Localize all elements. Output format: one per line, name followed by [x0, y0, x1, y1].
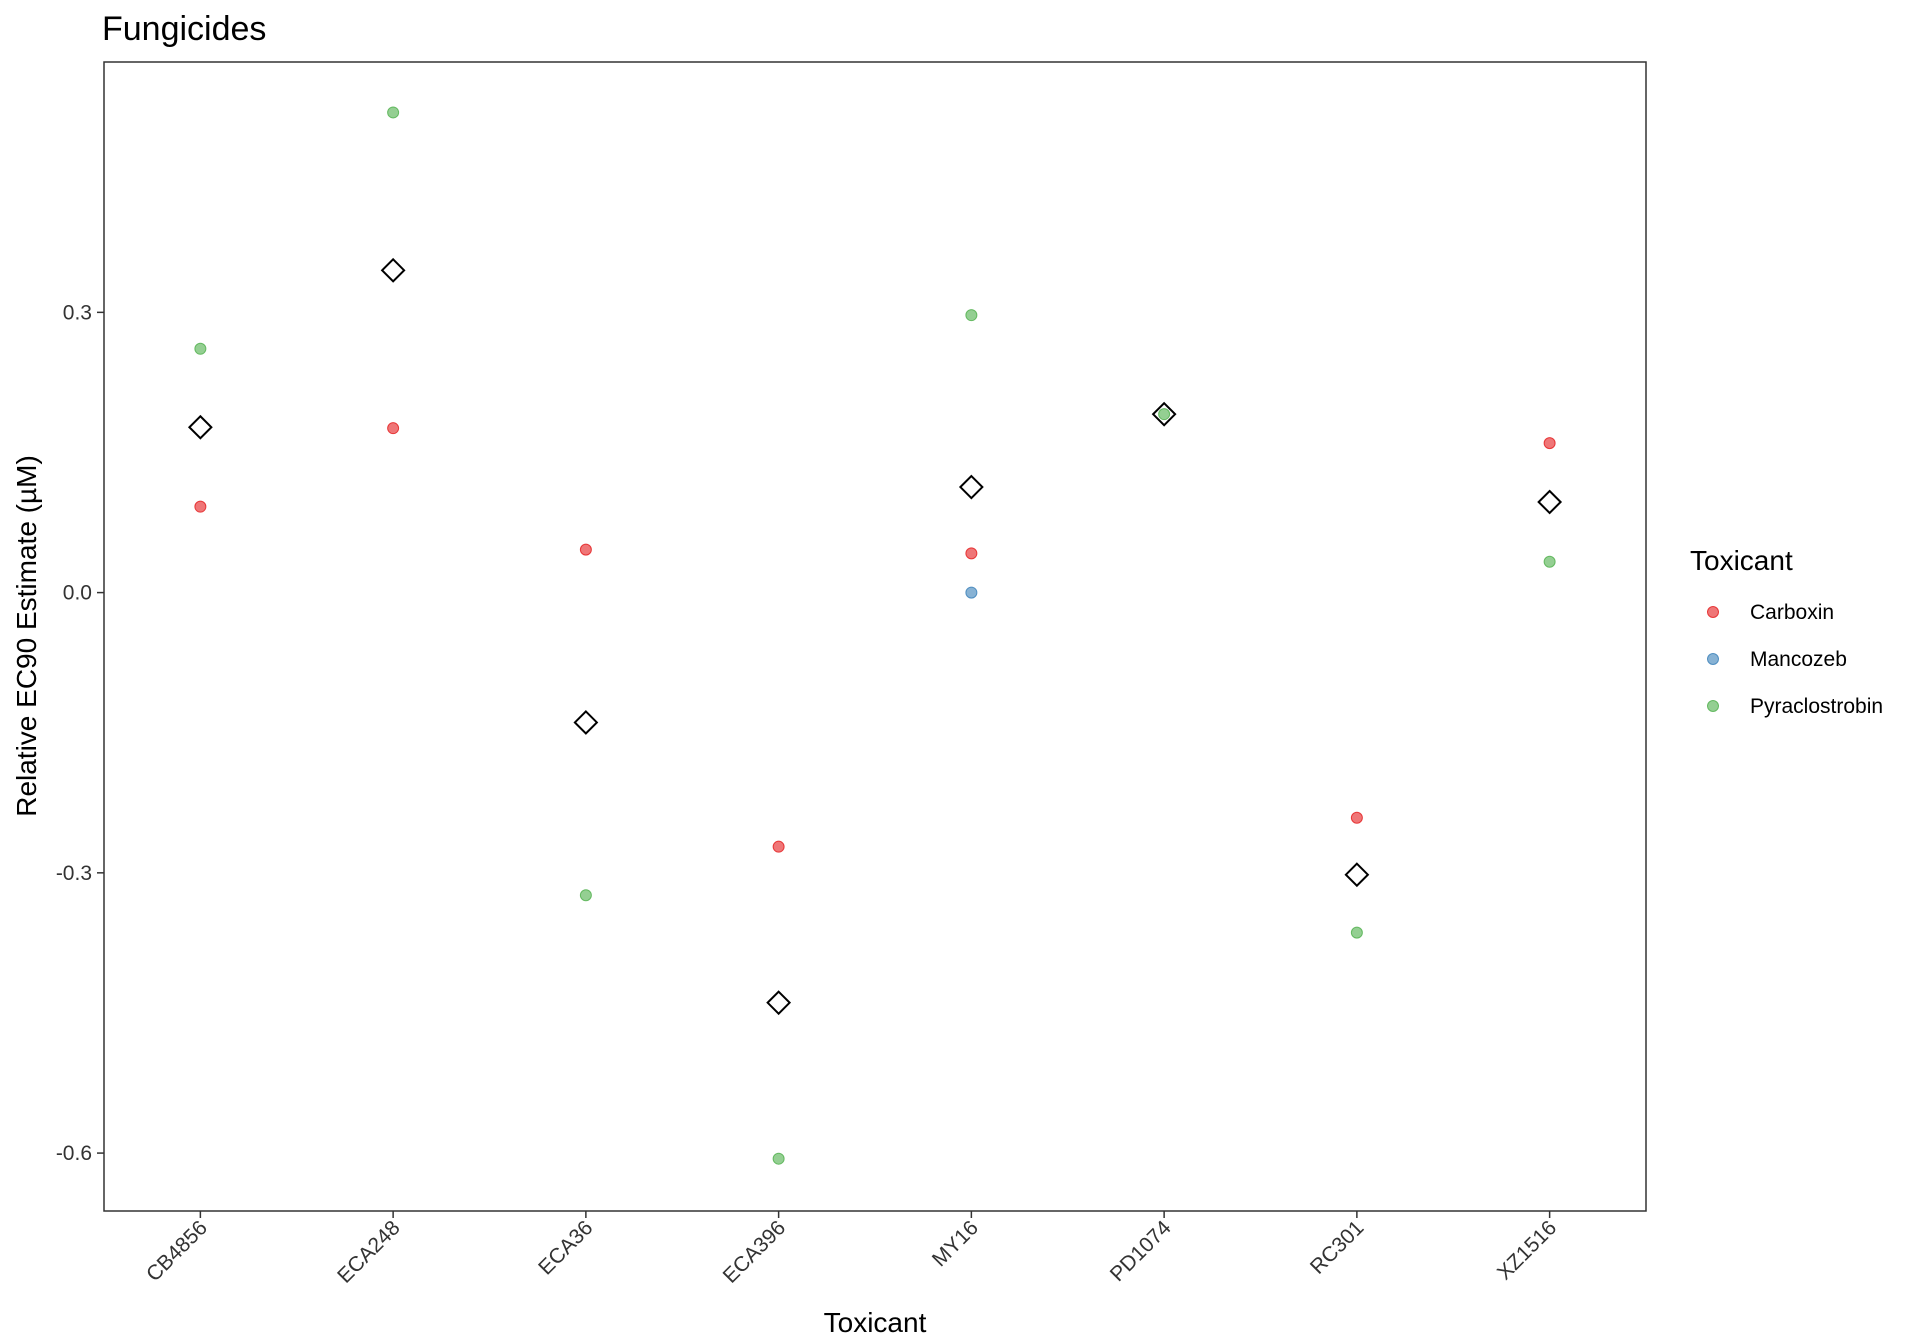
point-carboxin-rc301: [1350, 811, 1363, 824]
y-tick-label: 0.3: [63, 301, 92, 324]
legend-label-carboxin: Carboxin: [1750, 601, 1834, 624]
mean-diamond-eca396: [766, 990, 792, 1016]
x-tick-label: PD1074: [1106, 1216, 1176, 1286]
mean-diamond-xz1516: [1537, 489, 1563, 515]
x-tick-label: ECA248: [333, 1216, 405, 1288]
x-tick-label: RC301: [1306, 1216, 1368, 1278]
legend-items: Carboxin Mancozeb Pyraclostrobin: [1707, 601, 1883, 718]
point-pyraclostrobin-eca248: [387, 106, 400, 119]
chart-title: Fungicides: [102, 10, 266, 48]
x-axis: CB4856 ECA248 ECA36 ECA396 MY16 PD1074 RC301 XZ…: [142, 1211, 1561, 1288]
x-tick-label: XZ1516: [1493, 1216, 1561, 1284]
point-pyraclostrobin-rc301: [1350, 926, 1363, 939]
legend-key-pyraclostrobin: [1707, 700, 1719, 712]
legend-label-mancozeb: Mancozeb: [1750, 648, 1847, 671]
point-pyraclostrobin-cb4856: [194, 342, 207, 355]
data-points: [194, 106, 1556, 1165]
plot-panel: [103, 61, 1647, 1212]
legend: Toxicant Carboxin Mancozeb Pyraclostrobin: [1690, 545, 1883, 718]
point-carboxin-cb4856: [194, 500, 207, 513]
point-carboxin-eca248: [387, 422, 400, 435]
point-pyraclostrobin-xz1516: [1543, 555, 1556, 568]
point-carboxin-eca36: [579, 543, 592, 556]
mean-diamond-eca36: [573, 710, 599, 735]
point-pyraclostrobin-my16: [965, 309, 978, 322]
mean-diamond-my16: [958, 474, 984, 500]
legend-key-mancozeb: [1707, 653, 1719, 665]
mean-diamond-pd1074: [1151, 401, 1177, 427]
legend-label-pyraclostrobin: Pyraclostrobin: [1750, 695, 1883, 718]
mean-diamond-cb4856: [187, 414, 213, 440]
point-carboxin-my16: [965, 547, 978, 560]
point-pyraclostrobin-eca36: [579, 889, 592, 902]
legend-key-carboxin: [1707, 606, 1719, 618]
point-carboxin-eca396: [772, 840, 785, 853]
point-pyraclostrobin-eca396: [772, 1152, 785, 1165]
x-tick-label: ECA36: [534, 1216, 597, 1279]
point-pyraclostrobin-pd1074: [1158, 408, 1171, 421]
x-axis-title: Toxicant: [824, 1307, 927, 1338]
point-mancozeb-my16: [965, 586, 978, 599]
y-axis-title: Relative EC90 Estimate (µM): [11, 455, 42, 817]
y-tick-label: -0.6: [56, 1142, 92, 1165]
x-tick-label: CB4856: [142, 1216, 212, 1286]
y-tick-label: -0.3: [56, 862, 92, 885]
legend-title: Toxicant: [1690, 545, 1793, 576]
x-tick-label: MY16: [928, 1216, 983, 1271]
mean-diamond-rc301: [1344, 862, 1370, 888]
mean-diamond-eca248: [380, 257, 406, 283]
mean-markers: [187, 257, 1563, 1016]
y-tick-label: 0.0: [63, 582, 92, 605]
y-axis: -0.6 -0.3 0.0 0.3: [56, 301, 104, 1165]
x-tick-label: ECA396: [719, 1216, 791, 1288]
point-carboxin-xz1516: [1543, 437, 1556, 450]
